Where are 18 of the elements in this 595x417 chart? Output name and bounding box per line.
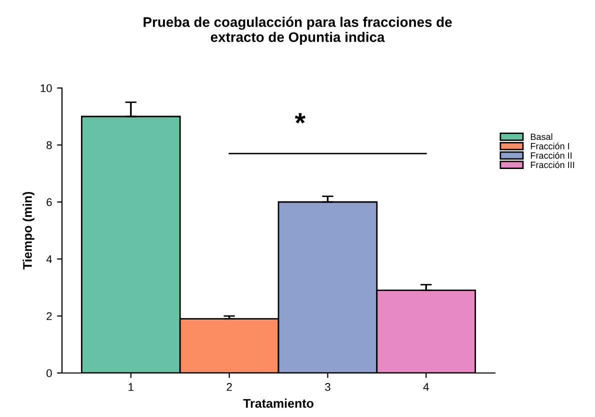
legend-label: Fracción III <box>530 161 574 168</box>
legend-label: Basal <box>530 133 552 140</box>
x-axis-title: Tratamiento <box>243 398 314 408</box>
y-tick-label: 10 <box>40 84 52 92</box>
y-tick-label: 8 <box>46 141 52 150</box>
y-axis-title: Tiempo (min) <box>22 192 34 270</box>
legend-label: Fracción II <box>530 152 572 159</box>
x-tick-label: 1 <box>128 383 134 391</box>
chart-title: Prueba de coagulacción para las fracciones de extracto de Opuntia indica <box>144 16 452 45</box>
y-tick-label: 2 <box>46 312 52 320</box>
y-tick-label: 6 <box>46 198 52 206</box>
x-tick-label: 4 <box>423 383 429 391</box>
x-tick-label: 3 <box>325 383 330 391</box>
y-tick-label: 0 <box>46 369 52 378</box>
y-tick-label: 4 <box>46 255 52 264</box>
x-tick-label: 2 <box>226 383 232 391</box>
legend-label: Fracción I <box>530 142 570 150</box>
annotation: * <box>294 113 306 124</box>
